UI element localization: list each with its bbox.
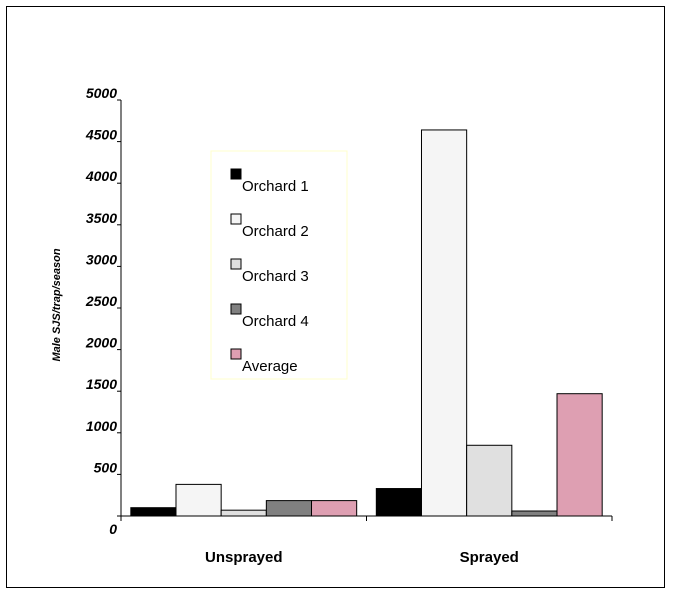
bar-average-sprayed: [556, 393, 603, 517]
legend-label: Orchard 1: [242, 178, 309, 195]
legend-swatch: [230, 213, 242, 225]
bar-orchard-2-unsprayed: [175, 483, 222, 517]
bar-orchard-4-unsprayed: [265, 500, 313, 517]
bar-orchard-2-sprayed: [420, 129, 468, 517]
y-axis-label: Male SJS/trap/season: [51, 248, 63, 361]
legend: Orchard 1 Orchard 2 Orchard 3 Orchard 4 Aver…: [210, 150, 348, 380]
x-category-label: Unsprayed: [205, 549, 283, 566]
y-tick-label: 500: [94, 459, 118, 475]
x-category-label: Sprayed: [460, 549, 519, 566]
y-tick-label: 3000: [86, 251, 117, 267]
y-tick-label: 4500: [85, 127, 117, 143]
y-tick-label: 3500: [86, 210, 117, 226]
legend-swatch: [230, 303, 242, 315]
y-tick-label: 2000: [85, 335, 117, 351]
legend-label: Orchard 3: [242, 268, 309, 285]
legend-swatch: [230, 168, 242, 180]
bar-orchard-1-unsprayed: [130, 507, 177, 517]
legend-label: Orchard 2: [242, 223, 309, 240]
bar-orchard-1-sprayed: [375, 488, 422, 517]
plot-area: 0 500 1000 1500 2000 2500 3000 3500 4000 4500 5000…: [85, 85, 613, 566]
bar-average-unsprayed: [311, 500, 358, 517]
y-tick-label: 2500: [85, 293, 117, 309]
y-tick-label: 0: [109, 521, 117, 537]
y-tick-label: 5000: [86, 85, 117, 101]
legend-swatch: [230, 348, 242, 360]
legend-swatch: [230, 258, 242, 270]
bar-orchard-4-sprayed: [511, 510, 558, 517]
y-tick-label: 4000: [85, 168, 117, 184]
legend-label: Average: [242, 358, 298, 375]
bar-orchard-3-unsprayed: [220, 509, 267, 517]
legend-label: Orchard 4: [242, 313, 309, 330]
y-tick-label: 1500: [86, 376, 117, 392]
bar-orchard-3-sprayed: [466, 444, 513, 517]
y-tick-label: 1000: [86, 418, 117, 434]
